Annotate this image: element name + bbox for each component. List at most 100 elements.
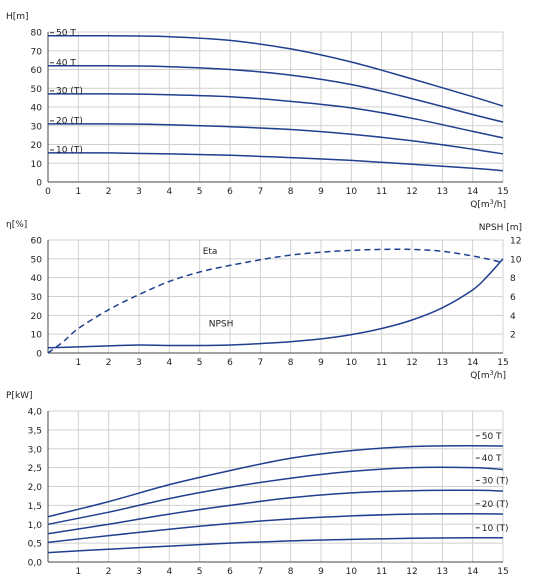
x-axis-label: Q[m3/h] [470,369,506,381]
y-tick-label: 10 [31,160,43,170]
x-tick-label: 10 [346,358,358,368]
x-tick-label: 9 [318,567,324,577]
series-line [47,93,504,139]
x-tick-label: 2 [106,358,112,368]
y-right-tick-label: 8 [510,274,516,284]
x-tick-label: 11 [376,567,387,577]
y-tick-label: 1,5 [28,502,42,512]
x-tick-label: 5 [197,567,203,577]
y-tick-label: 20 [31,141,43,151]
x-axis-label: Q[m3/h] [470,198,506,210]
y-tick-label: 0,0 [28,559,43,569]
series-line [47,512,504,544]
x-tick-label: 12 [406,187,417,197]
x-tick-label: 12 [406,358,417,368]
x-tick-label: 1 [75,567,81,577]
x-tick-label: 6 [227,358,233,368]
x-tick-label: 4 [166,358,172,368]
x-tick-label: 6 [227,187,233,197]
series-label: 10 (T) [56,145,83,155]
y-tick-label: 30 [31,122,43,132]
x-tick-label: 7 [257,187,263,197]
y-tick-label: 1,0 [28,521,43,531]
series-label: 20 (T) [56,116,83,126]
y-right-tick-label: 12 [510,237,521,247]
x-tick-label: 10 [346,567,358,577]
x-tick-label: 0 [45,187,51,197]
x-tick-label: 14 [467,358,479,368]
x-tick-label: 14 [467,567,479,577]
y-tick-label: 0 [36,179,42,189]
x-tick-label: 15 [497,567,508,577]
x-tick-label: 1 [75,358,81,368]
grid [47,410,504,563]
y-axis-label: H[m] [6,12,29,22]
y-tick-label: 60 [31,66,43,76]
x-tick-label: 7 [257,358,263,368]
x-tick-label: 5 [197,358,203,368]
x-tick-label: 13 [437,567,448,577]
series-line [47,444,504,518]
x-tick-label: 11 [376,358,387,368]
x-tick-label: 6 [227,567,233,577]
series-line [47,248,504,354]
grid [47,31,504,183]
x-tick-label: 13 [437,358,448,368]
x-tick-label: 7 [257,567,263,577]
x-tick-label: 10 [346,187,358,197]
y-axis-label: η[%] [6,220,27,230]
y-tick-label: 50 [31,85,43,95]
series-line [47,34,504,107]
y-tick-label: 4,0 [28,408,43,418]
series-label: 30 (T) [56,86,83,96]
y-right-tick-label: 4 [510,312,516,322]
x-tick-label: 1 [75,187,81,197]
x-tick-label: 3 [136,567,142,577]
y-tick-label: 40 [31,274,43,284]
y-tick-label: 60 [31,237,43,247]
series-line [47,537,503,554]
series-line [47,258,504,349]
series-label: 40 T [56,58,76,68]
x-tick-label: 15 [497,187,508,197]
x-tick-label: 3 [136,358,142,368]
x-tick-label: 9 [318,358,324,368]
x-tick-label: 15 [497,358,508,368]
series-label: Eta [203,247,218,257]
y-tick-label: 3,5 [28,426,42,436]
y-tick-label: 20 [31,312,43,322]
y-tick-label: 2,0 [28,483,43,493]
x-tick-label: 8 [288,187,294,197]
series-label: 20 (T) [482,500,509,510]
y-tick-label: 0 [36,350,42,360]
y-tick-label: 70 [31,47,43,57]
y-tick-label: 80 [31,29,43,39]
x-tick-label: 5 [197,187,203,197]
y-tick-label: 2,5 [28,464,42,474]
x-tick-label: 9 [318,187,324,197]
x-tick-label: 14 [467,187,479,197]
chart-3: 0,00,51,01,52,02,53,03,54,01 2 3 4 5 6 7 8 9 10 11… [6,391,509,577]
series-line [47,489,504,535]
x-tick-label: 8 [288,567,294,577]
y-tick-label: 40 [31,104,43,114]
series-label: 50 T [482,432,502,442]
series-line [47,466,504,526]
y-tick-label: 0,5 [28,540,42,550]
y-tick-label: 30 [31,293,43,303]
x-tick-label: 4 [166,187,172,197]
x-tick-label: 8 [288,358,294,368]
x-tick-label: 2 [106,567,112,577]
x-tick-label: 2 [106,187,112,197]
series-label: 30 (T) [482,476,509,486]
series-label: 50 T [56,28,76,38]
x-tick-label: 11 [376,187,387,197]
y-right-axis-label: NPSH [m] [479,223,522,233]
series-line [47,123,504,155]
series-label: NPSH [209,320,234,330]
y-tick-label: 3,0 [28,445,43,455]
x-tick-label: 3 [136,187,142,197]
